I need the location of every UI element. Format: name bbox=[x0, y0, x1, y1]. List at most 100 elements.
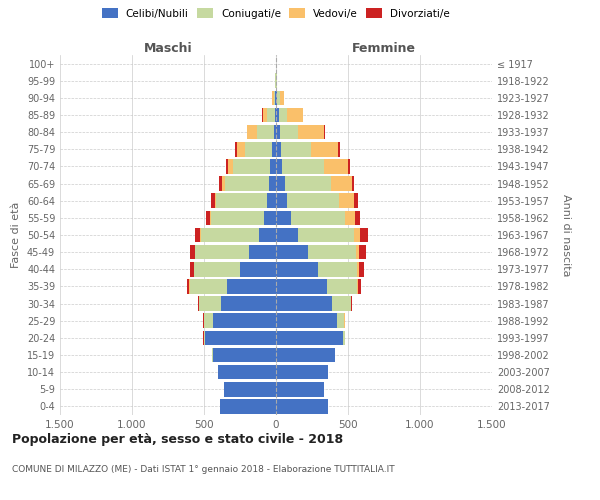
Bar bbox=[318, 262, 358, 276]
Bar bbox=[276, 279, 327, 293]
Bar bbox=[276, 365, 328, 380]
Bar bbox=[220, 399, 276, 413]
Bar bbox=[280, 125, 298, 140]
Bar bbox=[358, 279, 361, 293]
Bar bbox=[281, 142, 311, 156]
Bar bbox=[212, 348, 276, 362]
Bar bbox=[199, 296, 221, 311]
Bar bbox=[218, 176, 222, 191]
Bar bbox=[194, 262, 240, 276]
Legend: Celibi/Nubili, Coniugati/e, Vedovi/e, Divorziati/e: Celibi/Nubili, Coniugati/e, Vedovi/e, Di… bbox=[102, 8, 450, 18]
Bar bbox=[283, 159, 323, 174]
Bar bbox=[276, 382, 323, 396]
Bar bbox=[340, 194, 354, 208]
Bar bbox=[237, 142, 245, 156]
Bar bbox=[360, 228, 368, 242]
Bar bbox=[190, 279, 227, 293]
Bar bbox=[276, 296, 332, 311]
Bar bbox=[276, 159, 283, 174]
Bar bbox=[198, 296, 199, 311]
Bar bbox=[276, 330, 343, 345]
Y-axis label: Anni di nascita: Anni di nascita bbox=[560, 194, 571, 276]
Bar bbox=[265, 210, 276, 225]
Bar bbox=[276, 314, 337, 328]
Bar bbox=[215, 194, 216, 208]
Bar bbox=[276, 210, 291, 225]
Bar bbox=[278, 108, 287, 122]
Bar bbox=[218, 365, 276, 380]
Bar bbox=[266, 194, 276, 208]
Bar bbox=[352, 176, 355, 191]
Bar bbox=[276, 108, 278, 122]
Bar bbox=[204, 330, 205, 345]
Bar bbox=[196, 245, 250, 260]
Bar bbox=[233, 159, 270, 174]
Bar bbox=[228, 159, 233, 174]
Bar bbox=[354, 194, 358, 208]
Bar bbox=[257, 125, 274, 140]
Bar bbox=[274, 125, 276, 140]
Bar bbox=[338, 142, 340, 156]
Bar bbox=[259, 228, 276, 242]
Bar bbox=[276, 348, 335, 362]
Bar bbox=[276, 142, 281, 156]
Bar bbox=[343, 330, 344, 345]
Bar bbox=[206, 210, 210, 225]
Bar bbox=[263, 108, 268, 122]
Bar bbox=[268, 108, 275, 122]
Bar bbox=[204, 314, 212, 328]
Bar bbox=[212, 314, 276, 328]
Bar bbox=[187, 279, 190, 293]
Bar bbox=[276, 399, 328, 413]
Bar bbox=[240, 262, 276, 276]
Bar bbox=[327, 279, 358, 293]
Bar bbox=[211, 194, 215, 208]
Bar bbox=[287, 108, 303, 122]
Bar bbox=[275, 90, 276, 105]
Bar bbox=[323, 159, 348, 174]
Bar bbox=[227, 279, 276, 293]
Bar bbox=[190, 262, 194, 276]
Bar bbox=[359, 262, 364, 276]
Bar bbox=[276, 262, 318, 276]
Bar bbox=[276, 194, 287, 208]
Bar bbox=[221, 296, 276, 311]
Bar bbox=[211, 210, 265, 225]
Bar bbox=[210, 210, 211, 225]
Bar bbox=[276, 90, 277, 105]
Y-axis label: Fasce di età: Fasce di età bbox=[11, 202, 21, 268]
Bar bbox=[276, 125, 280, 140]
Bar bbox=[324, 125, 325, 140]
Bar bbox=[245, 142, 272, 156]
Bar bbox=[331, 176, 352, 191]
Bar bbox=[359, 245, 366, 260]
Bar bbox=[275, 108, 276, 122]
Bar bbox=[298, 125, 324, 140]
Bar bbox=[337, 314, 344, 328]
Bar bbox=[348, 159, 350, 174]
Bar bbox=[356, 245, 359, 260]
Bar bbox=[272, 90, 274, 105]
Bar bbox=[216, 194, 266, 208]
Bar bbox=[195, 228, 200, 242]
Bar bbox=[269, 176, 276, 191]
Bar bbox=[190, 245, 195, 260]
Bar bbox=[270, 159, 276, 174]
Bar bbox=[200, 228, 201, 242]
Bar bbox=[284, 176, 331, 191]
Bar bbox=[224, 382, 276, 396]
Bar bbox=[358, 262, 359, 276]
Bar bbox=[308, 245, 356, 260]
Text: Popolazione per età, sesso e stato civile - 2018: Popolazione per età, sesso e stato civil… bbox=[12, 432, 343, 446]
Text: Maschi: Maschi bbox=[143, 42, 193, 55]
Bar bbox=[247, 125, 257, 140]
Bar bbox=[201, 228, 259, 242]
Bar bbox=[225, 176, 269, 191]
Bar bbox=[287, 194, 340, 208]
Bar bbox=[345, 210, 355, 225]
Bar bbox=[355, 228, 360, 242]
Bar bbox=[311, 142, 338, 156]
Text: COMUNE DI MILAZZO (ME) - Dati ISTAT 1° gennaio 2018 - Elaborazione TUTTITALIA.IT: COMUNE DI MILAZZO (ME) - Dati ISTAT 1° g… bbox=[12, 466, 395, 474]
Bar bbox=[226, 159, 228, 174]
Bar bbox=[298, 228, 355, 242]
